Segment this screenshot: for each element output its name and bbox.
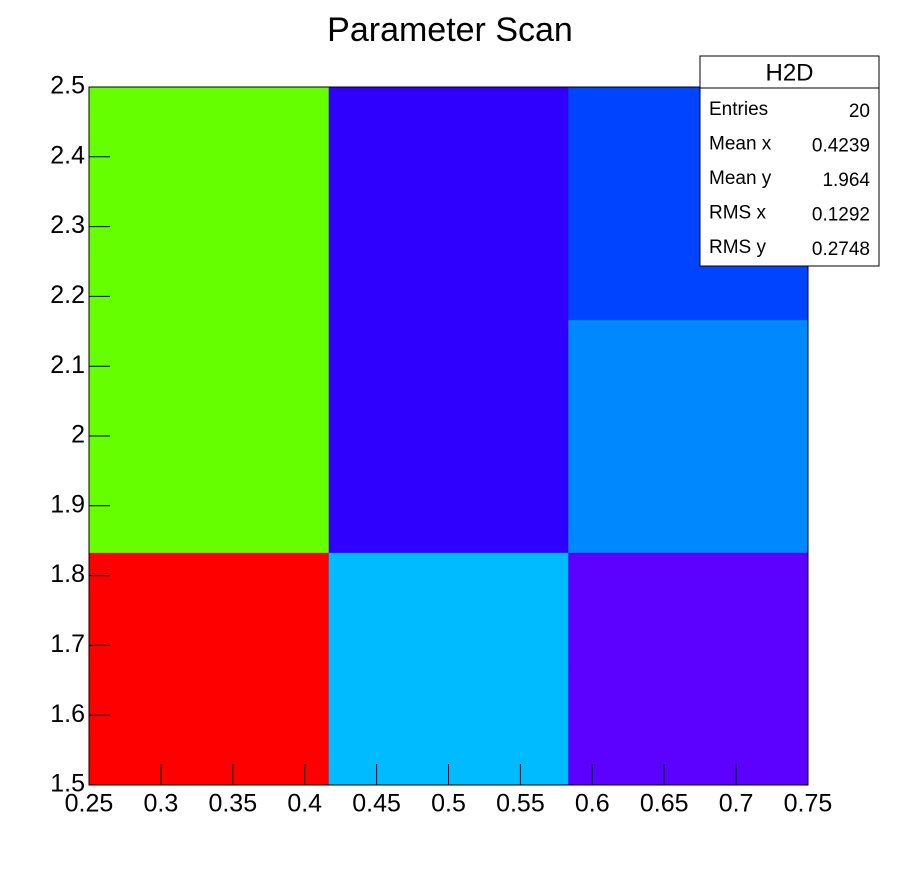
cell xyxy=(568,436,809,553)
cell xyxy=(89,319,330,437)
cell xyxy=(328,87,569,204)
stats-value: 20 xyxy=(849,101,870,122)
cell xyxy=(568,668,809,786)
y-tick-label: 2.4 xyxy=(50,141,85,169)
cell xyxy=(89,436,330,553)
cell xyxy=(89,552,330,670)
cell xyxy=(89,668,330,786)
y-tick-label: 1.5 xyxy=(50,770,85,798)
stats-label: Mean y xyxy=(709,168,772,189)
stats-value: 1.964 xyxy=(822,170,870,191)
x-tick-label: 0.7 xyxy=(719,790,754,818)
stats-title: H2D xyxy=(765,59,813,86)
stats-value: 0.2748 xyxy=(812,239,870,260)
stats-value: 0.4239 xyxy=(812,136,870,157)
stats-box xyxy=(699,55,880,267)
y-tick-label: 2.3 xyxy=(50,211,85,239)
chart-title: Parameter Scan xyxy=(327,11,573,49)
stats-label: Entries xyxy=(709,99,768,120)
y-tick-label: 1.8 xyxy=(50,560,85,588)
y-tick-label: 1.6 xyxy=(50,700,85,728)
x-tick-label: 0.75 xyxy=(784,790,833,818)
cell xyxy=(328,319,569,437)
x-tick-label: 0.35 xyxy=(208,790,257,818)
x-tick-label: 0.65 xyxy=(640,790,689,818)
y-tick-label: 2.5 xyxy=(50,72,85,100)
stats-label: RMS y xyxy=(709,237,767,258)
y-tick-label: 2.2 xyxy=(50,281,85,309)
cell xyxy=(328,552,569,670)
cell xyxy=(328,203,569,321)
x-tick-label: 0.3 xyxy=(144,790,179,818)
cell xyxy=(89,203,330,321)
cell xyxy=(568,319,809,437)
stats-value: 0.1292 xyxy=(812,205,870,226)
cell xyxy=(568,552,809,670)
y-tick-label: 2.1 xyxy=(50,351,85,379)
x-tick-label: 0.6 xyxy=(575,790,610,818)
x-tick-label: 0.4 xyxy=(287,790,322,818)
y-tick-label: 1.7 xyxy=(50,630,85,658)
cell xyxy=(328,436,569,553)
y-tick-label: 2 xyxy=(71,421,85,449)
stats-label: RMS x xyxy=(709,203,767,224)
x-tick-label: 0.45 xyxy=(352,790,401,818)
y-tick-label: 1.9 xyxy=(50,490,85,518)
x-tick-label: 0.55 xyxy=(496,790,545,818)
x-tick-label: 0.5 xyxy=(431,790,466,818)
cell xyxy=(89,87,330,204)
x-tick-label: 0.25 xyxy=(65,790,114,818)
stats-label: Mean x xyxy=(709,134,772,155)
